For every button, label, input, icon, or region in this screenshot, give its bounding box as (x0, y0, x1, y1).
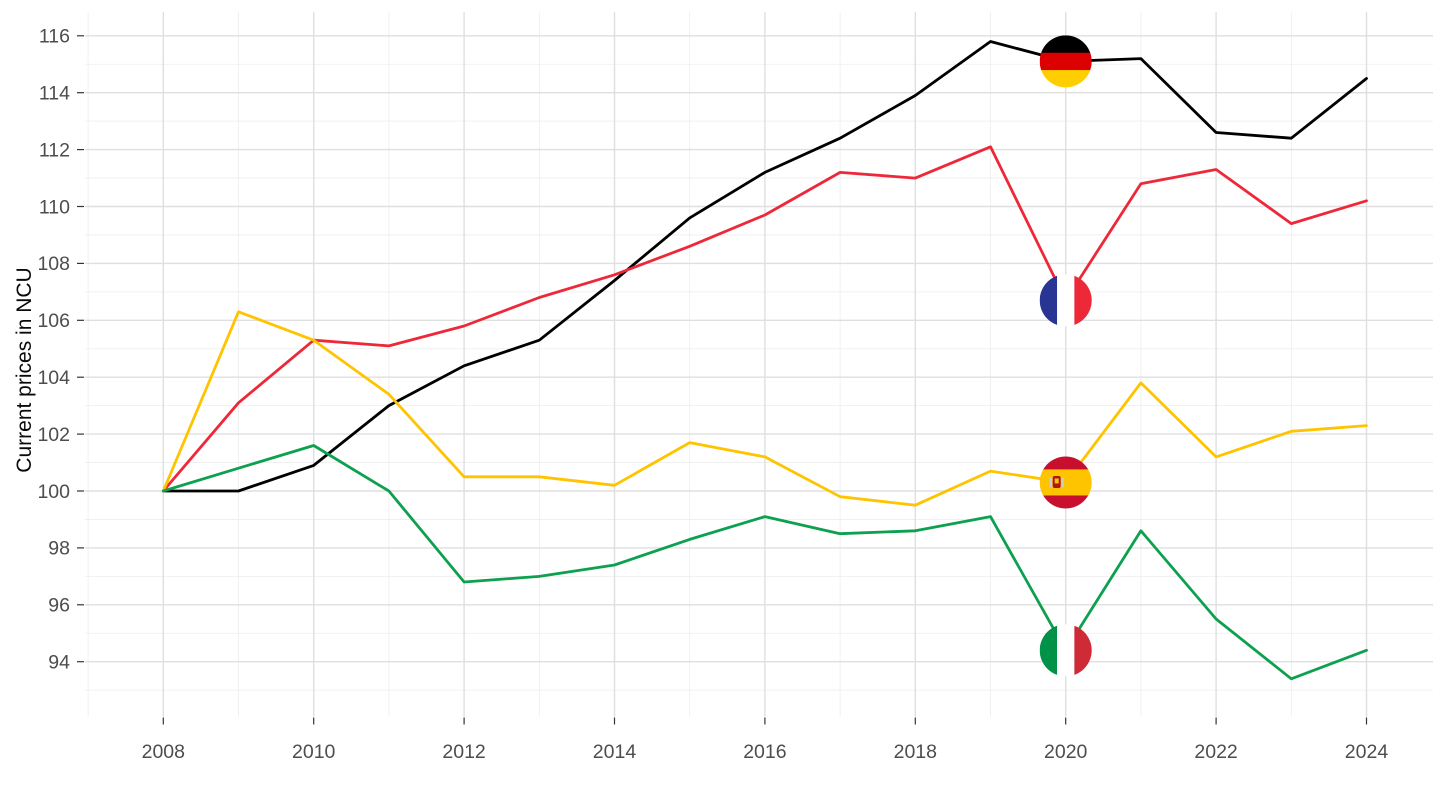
flag-germany-icon (1039, 35, 1092, 88)
y-axis-title: Current prices in NCU (13, 267, 36, 472)
x-tick-label: 2008 (142, 741, 185, 763)
x-tick-label: 2016 (743, 741, 786, 763)
flag-france-icon (1039, 274, 1092, 327)
x-tick-label: 2012 (442, 741, 485, 763)
flag-italy-icon (1039, 624, 1092, 677)
flag-band (1039, 469, 1092, 496)
emblem-pillar (1061, 477, 1064, 488)
y-tick-label: 116 (39, 26, 70, 48)
flag-band (1057, 274, 1075, 327)
flag-band (1039, 70, 1092, 88)
emblem-detail (1054, 478, 1059, 484)
emblem-pillar (1049, 477, 1053, 488)
series-lines (161, 40, 1368, 681)
x-tick-label: 2018 (894, 741, 937, 763)
flag-spain-icon (1039, 456, 1092, 509)
flag-band (1039, 35, 1092, 54)
x-tick-label: 2024 (1345, 741, 1389, 763)
flag-markers (1039, 35, 1092, 677)
y-tick-label: 108 (37, 253, 70, 275)
x-tick-label: 2014 (593, 741, 637, 763)
flag-band (1074, 624, 1092, 677)
flag-band (1039, 274, 1058, 327)
gridlines-minor (85, 12, 1433, 717)
gridlines-major (85, 12, 1433, 717)
flag-band (1039, 52, 1092, 71)
y-tick-label: 94 (48, 652, 70, 674)
axis-tick-marks (77, 35, 1368, 725)
y-tick-label: 110 (39, 196, 70, 218)
y-tick-label: 102 (37, 424, 70, 446)
flag-band (1074, 274, 1092, 327)
y-tick-label: 98 (48, 538, 70, 560)
series-line-italy (161, 444, 1368, 681)
flag-band (1039, 624, 1058, 677)
x-tick-label: 2022 (1194, 741, 1237, 763)
y-tick-label: 106 (37, 310, 70, 332)
y-tick-label: 112 (39, 139, 70, 161)
y-tick-label: 104 (37, 367, 70, 389)
y-tick-label: 96 (48, 595, 70, 617)
series-line-france (161, 145, 1368, 493)
axis-labels: 2008 2010 2012 2014 2016 2018 2020 2022 2024 94 96… (37, 26, 1388, 763)
series-line-spain (161, 310, 1368, 507)
flag-band (1039, 495, 1092, 509)
series-line-germany (161, 40, 1368, 493)
x-tick-label: 2020 (1044, 741, 1088, 763)
x-tick-label: 2010 (292, 741, 336, 763)
y-tick-label: 100 (37, 481, 70, 503)
flag-band (1057, 624, 1075, 677)
y-tick-label: 114 (39, 83, 70, 105)
